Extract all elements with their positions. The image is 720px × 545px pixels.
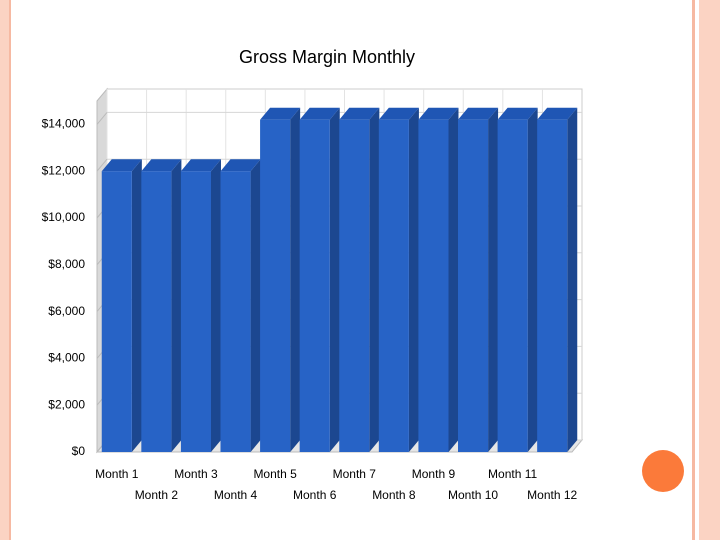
bar bbox=[260, 119, 291, 452]
y-tick-label: $2,000 bbox=[48, 397, 85, 411]
bar-top bbox=[141, 159, 182, 172]
bar bbox=[299, 119, 330, 452]
y-tick-label: $0 bbox=[72, 444, 86, 458]
x-tick-label: Month 1 bbox=[95, 467, 139, 481]
bar-top bbox=[220, 159, 261, 172]
bar bbox=[220, 171, 251, 452]
x-tick-label: Month 5 bbox=[253, 467, 297, 481]
bar-top bbox=[299, 107, 340, 120]
bar-top bbox=[378, 107, 419, 120]
bar bbox=[101, 171, 132, 452]
bar-side bbox=[408, 107, 419, 452]
y-tick-label: $14,000 bbox=[42, 117, 86, 131]
bar-side bbox=[290, 107, 301, 452]
x-tick-label: Month 4 bbox=[214, 488, 258, 502]
x-tick-label: Month 2 bbox=[135, 488, 179, 502]
y-tick-label: $12,000 bbox=[42, 163, 86, 177]
bar-top bbox=[339, 107, 380, 120]
bar bbox=[537, 119, 568, 452]
x-tick-label: Month 6 bbox=[293, 488, 337, 502]
bar-side bbox=[250, 159, 261, 452]
left-border-line bbox=[9, 0, 11, 540]
right-border-line bbox=[692, 0, 695, 540]
bar-top bbox=[180, 159, 221, 172]
bar-side bbox=[329, 107, 340, 452]
right-border bbox=[699, 0, 720, 540]
y-tick-label: $8,000 bbox=[48, 257, 85, 271]
bar bbox=[497, 119, 528, 452]
bar-side bbox=[448, 107, 459, 452]
bar-top bbox=[458, 107, 499, 120]
grid-line-side bbox=[96, 158, 108, 172]
bar-side bbox=[527, 107, 538, 452]
bar bbox=[339, 119, 370, 452]
y-tick-label: $6,000 bbox=[48, 304, 85, 318]
y-tick-label: $10,000 bbox=[42, 210, 86, 224]
bar-top bbox=[101, 159, 142, 172]
bar bbox=[141, 171, 172, 452]
orange-dot bbox=[642, 450, 684, 492]
bar-side bbox=[488, 107, 499, 452]
x-tick-label: Month 10 bbox=[448, 488, 498, 502]
bar-top bbox=[497, 107, 538, 120]
bar bbox=[180, 171, 211, 452]
bar-top bbox=[537, 107, 578, 120]
chart-title: Gross Margin Monthly bbox=[239, 47, 415, 67]
bar-side bbox=[211, 159, 221, 452]
grid-line-side bbox=[96, 112, 108, 125]
x-tick-label: Month 3 bbox=[174, 467, 218, 481]
bar bbox=[458, 119, 489, 452]
x-tick-label: Month 12 bbox=[527, 488, 577, 502]
bar bbox=[378, 119, 409, 452]
x-tick-label: Month 11 bbox=[488, 467, 537, 481]
bar-top bbox=[260, 107, 301, 120]
bar bbox=[418, 119, 449, 452]
y-tick-label: $4,000 bbox=[48, 351, 85, 365]
bar-side bbox=[131, 159, 142, 452]
bar-top bbox=[418, 107, 459, 120]
left-border bbox=[0, 0, 9, 540]
x-tick-label: Month 7 bbox=[333, 467, 377, 481]
bar-side bbox=[171, 159, 182, 452]
x-tick-label: Month 8 bbox=[372, 488, 416, 502]
bar-side bbox=[567, 107, 578, 452]
bar-side bbox=[369, 107, 380, 452]
x-tick-label: Month 9 bbox=[412, 467, 456, 481]
